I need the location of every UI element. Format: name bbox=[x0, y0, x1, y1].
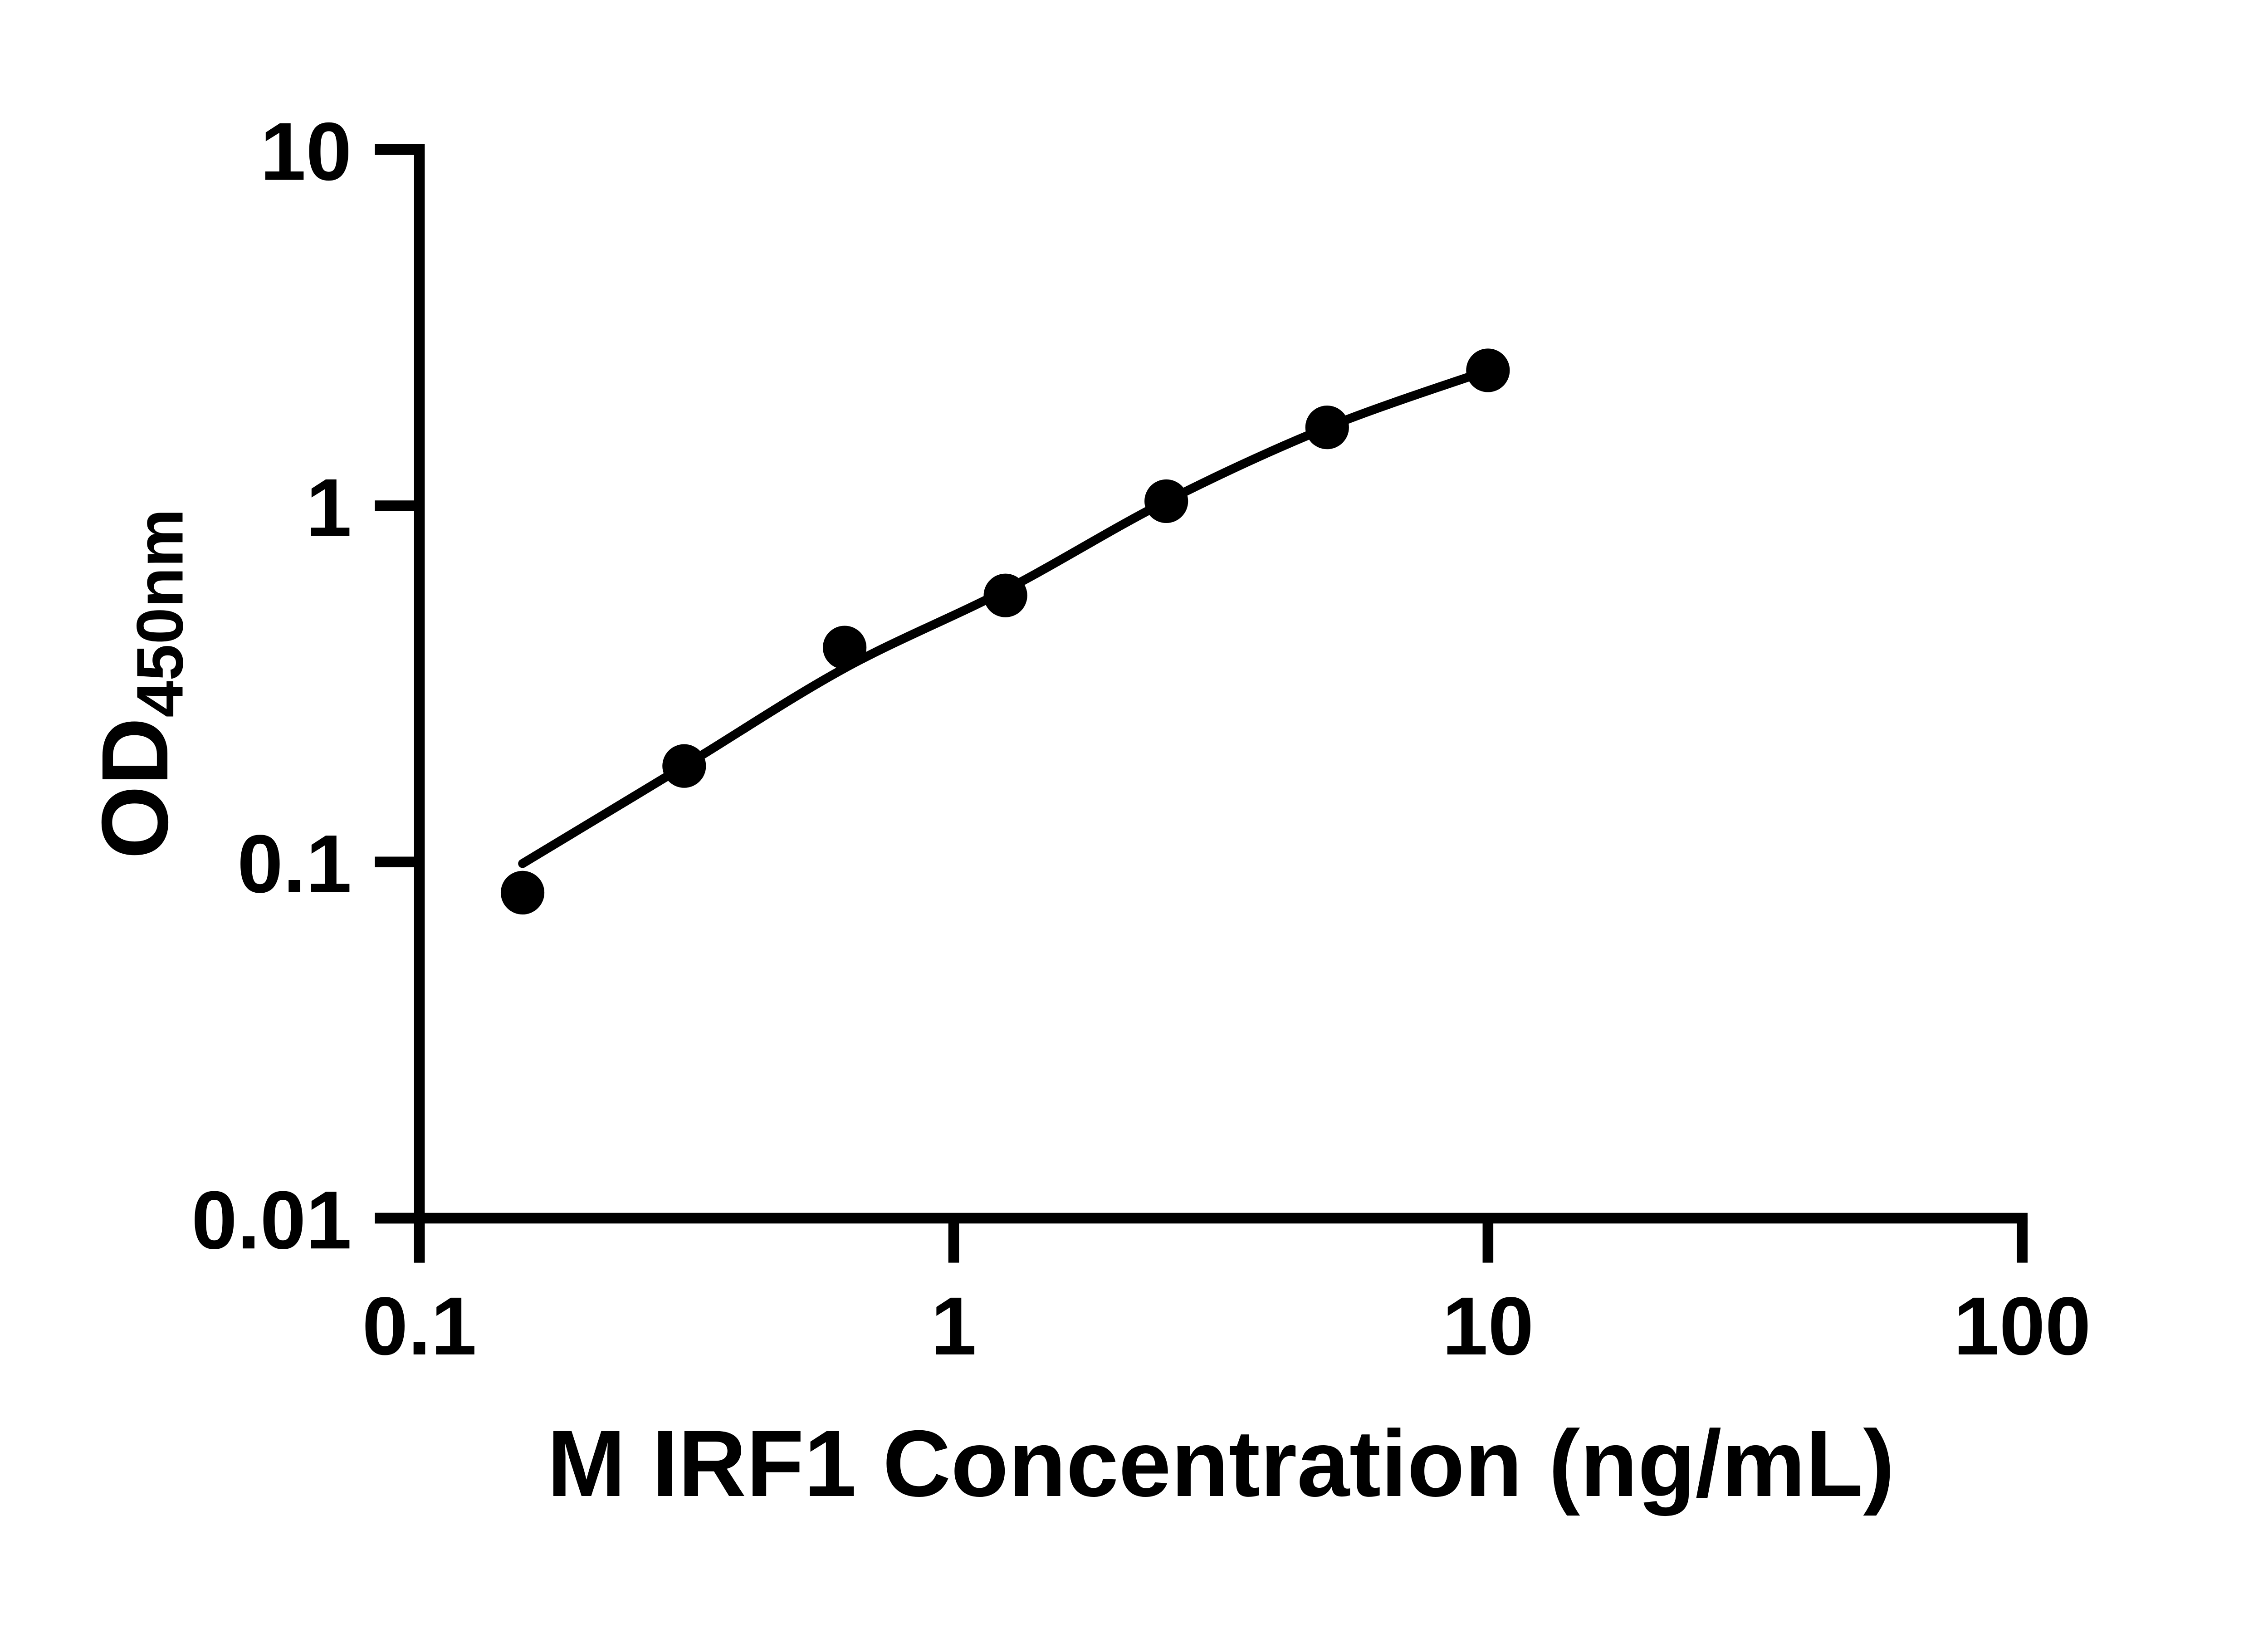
data-point-7 bbox=[1466, 348, 1510, 392]
data-layer bbox=[500, 348, 1510, 914]
x-tick-label-10: 10 bbox=[1442, 1281, 1534, 1372]
x-tick-label-1: 1 bbox=[931, 1281, 977, 1372]
y-tick-label-0.01: 0.01 bbox=[191, 1174, 352, 1266]
x-tick-label-0.1: 0.1 bbox=[362, 1281, 476, 1372]
x-axis-title: M IRF1 Concentration (ng/mL) bbox=[547, 1411, 1895, 1516]
data-point-5 bbox=[1144, 479, 1188, 523]
data-point-4 bbox=[983, 573, 1027, 617]
data-point-6 bbox=[1305, 406, 1349, 450]
data-point-2 bbox=[662, 744, 706, 788]
y-tick-label-0.1: 0.1 bbox=[237, 818, 352, 910]
data-point-1 bbox=[500, 870, 545, 914]
y-axis-title-subscript: 450nm bbox=[122, 508, 196, 717]
y-axis-title: OD450nm bbox=[83, 508, 196, 859]
y-axis-title-main: OD bbox=[83, 718, 188, 859]
data-point-3 bbox=[822, 626, 867, 670]
x-tick-label-100: 100 bbox=[1954, 1281, 2091, 1372]
y-tick-label-1: 1 bbox=[306, 462, 352, 554]
y-tick-label-10: 10 bbox=[260, 106, 352, 198]
